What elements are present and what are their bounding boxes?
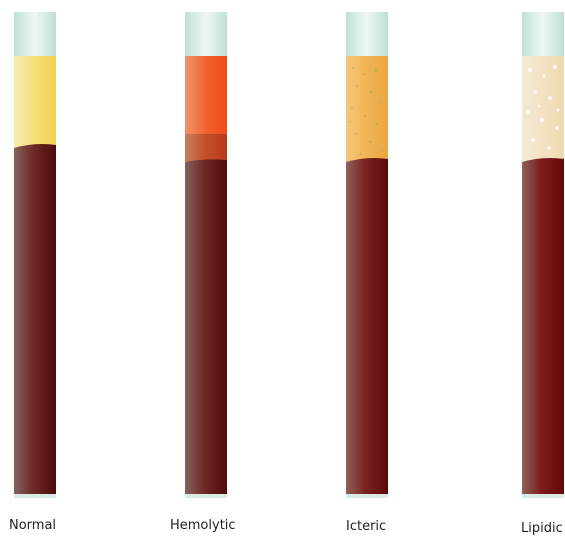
blood-layer [14, 144, 56, 494]
test-tube-icon [346, 12, 388, 498]
tube-lipidic [522, 12, 564, 498]
test-tube-icon [14, 12, 56, 498]
tube-cap [14, 12, 56, 56]
label-lipidic: Lipidic [521, 521, 563, 536]
blood-layer [346, 158, 388, 494]
tube-normal [14, 12, 56, 498]
label-hemolytic: Hemolytic [170, 518, 236, 533]
blood-layer [522, 158, 564, 494]
label-icteric: Icteric [346, 519, 387, 534]
tube-cap [522, 12, 564, 56]
serum-speckles [349, 66, 383, 155]
blood-layer [185, 159, 227, 495]
serum-layer [185, 56, 227, 134]
tube-cap [185, 12, 227, 56]
mixed-layer [185, 134, 227, 162]
lipid-droplets [526, 64, 560, 150]
tube-icteric [346, 12, 388, 498]
tube-cap [346, 12, 388, 56]
test-tube-icon [522, 12, 564, 498]
serum-layer [14, 56, 56, 148]
serum-layer [346, 56, 388, 162]
test-tube-icon [185, 12, 227, 498]
tube-hemolytic [185, 12, 227, 498]
label-normal: Normal [9, 518, 57, 533]
